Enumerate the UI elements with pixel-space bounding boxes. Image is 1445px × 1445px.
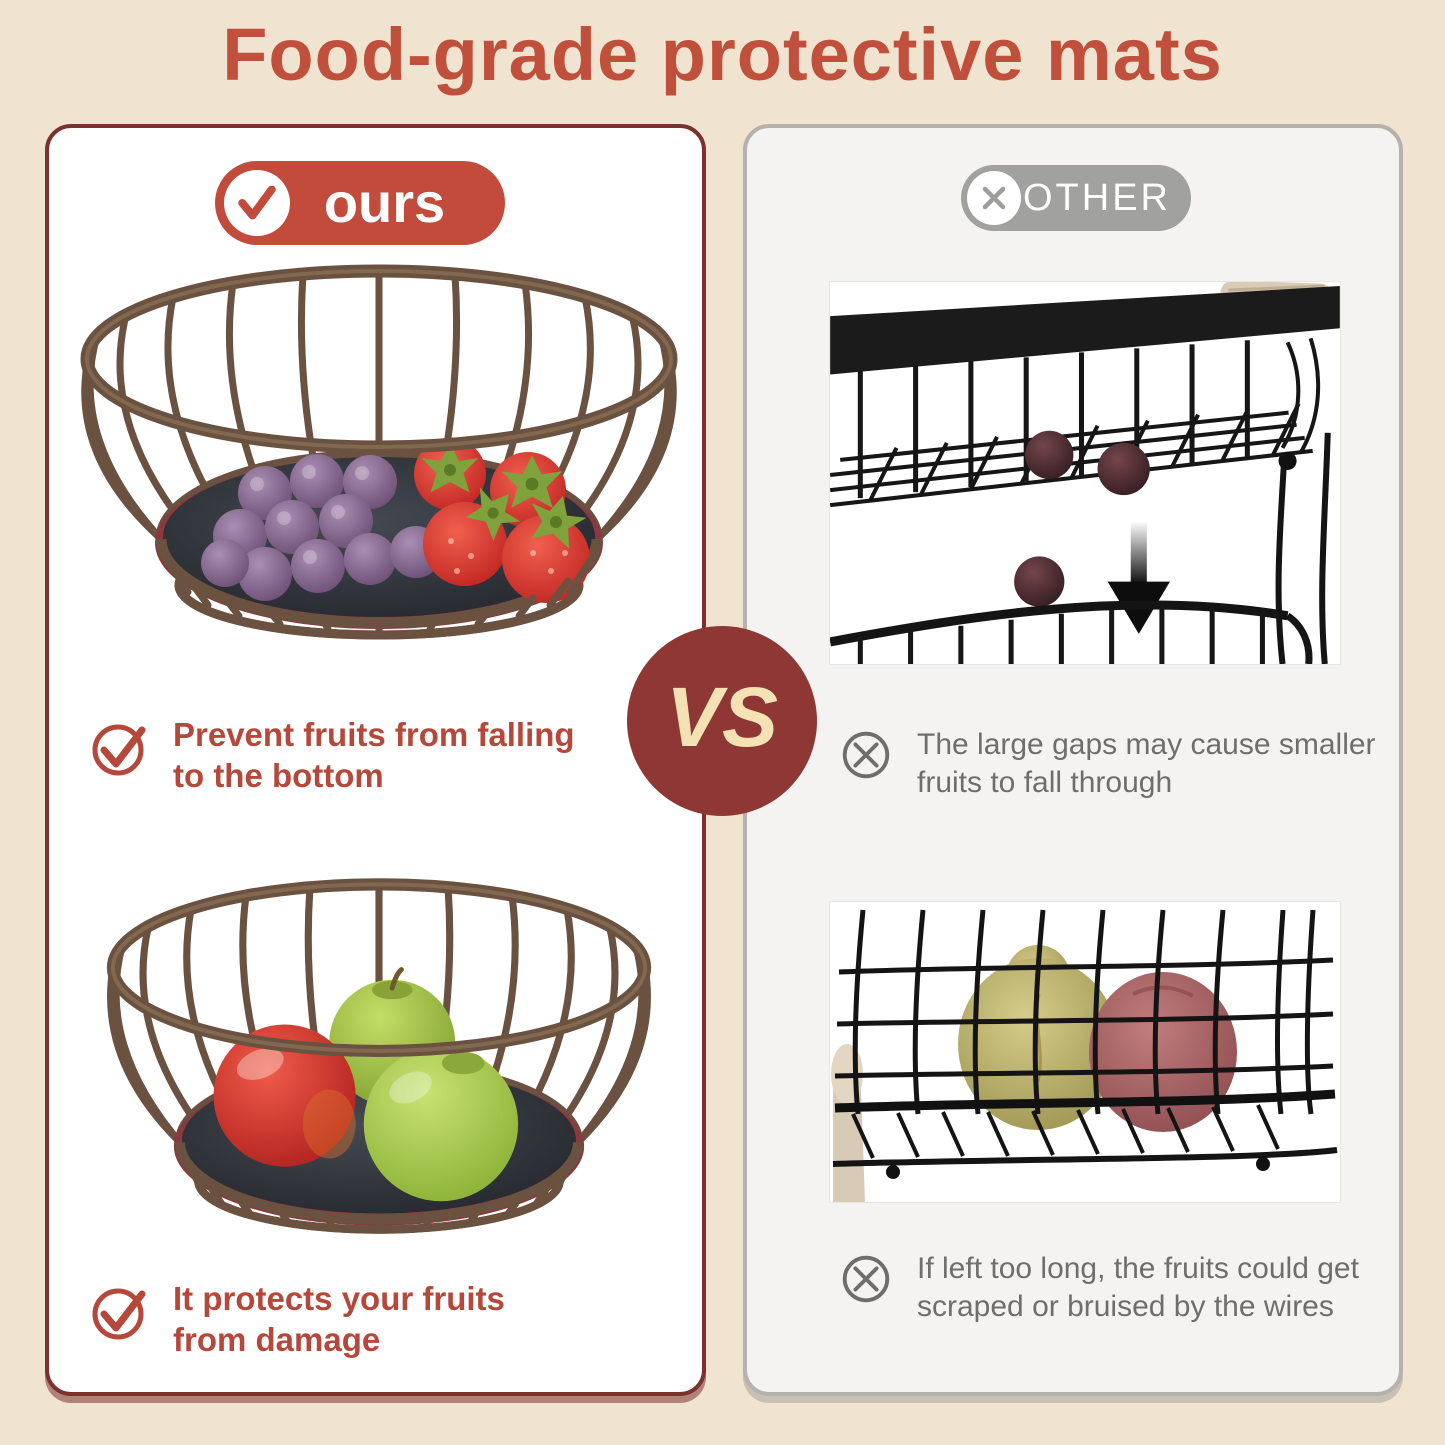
falling-grape (1014, 556, 1065, 607)
check-icon (224, 170, 290, 236)
ours-panel: ours (45, 124, 706, 1396)
ours-point-2: It protects your fruits from damage (87, 1278, 505, 1360)
other-point-1: The large gaps may cause smaller fruits … (837, 726, 1376, 802)
cross-icon (967, 171, 1021, 225)
basket-grapes-strawberries-illustration (59, 240, 699, 672)
ours-point-1: Prevent fruits from falling to the botto… (87, 714, 575, 796)
ours-badge: ours (215, 161, 505, 245)
other-point-2-text: If left too long, the fruits could get s… (917, 1252, 1359, 1323)
other-point-2: If left too long, the fruits could get s… (837, 1250, 1359, 1326)
cross-circle-icon (837, 726, 895, 784)
wire-basket-falling-grape-photo (829, 281, 1341, 665)
other-badge: OTHER (961, 165, 1191, 231)
check-circle-icon (87, 1278, 151, 1342)
other-badge-label: OTHER (1023, 177, 1171, 219)
check-circle-icon (87, 714, 151, 778)
basket-apples-illustration (89, 858, 669, 1254)
page-title: Food-grade protective mats (222, 13, 1223, 96)
apples (213, 967, 519, 1202)
cross-circle-icon (837, 1250, 895, 1308)
other-point-1-text: The large gaps may cause smaller fruits … (917, 728, 1376, 799)
pear-and-apple (958, 945, 1237, 1132)
ours-point-1-text: Prevent fruits from falling to the botto… (173, 716, 575, 794)
ours-point-2-text: It protects your fruits from damage (173, 1280, 505, 1358)
other-panel: OTHER (743, 124, 1403, 1396)
wire-basket-bruised-fruit-photo (829, 901, 1341, 1203)
vs-badge: VS (627, 626, 817, 816)
ours-badge-label: ours (323, 171, 446, 234)
